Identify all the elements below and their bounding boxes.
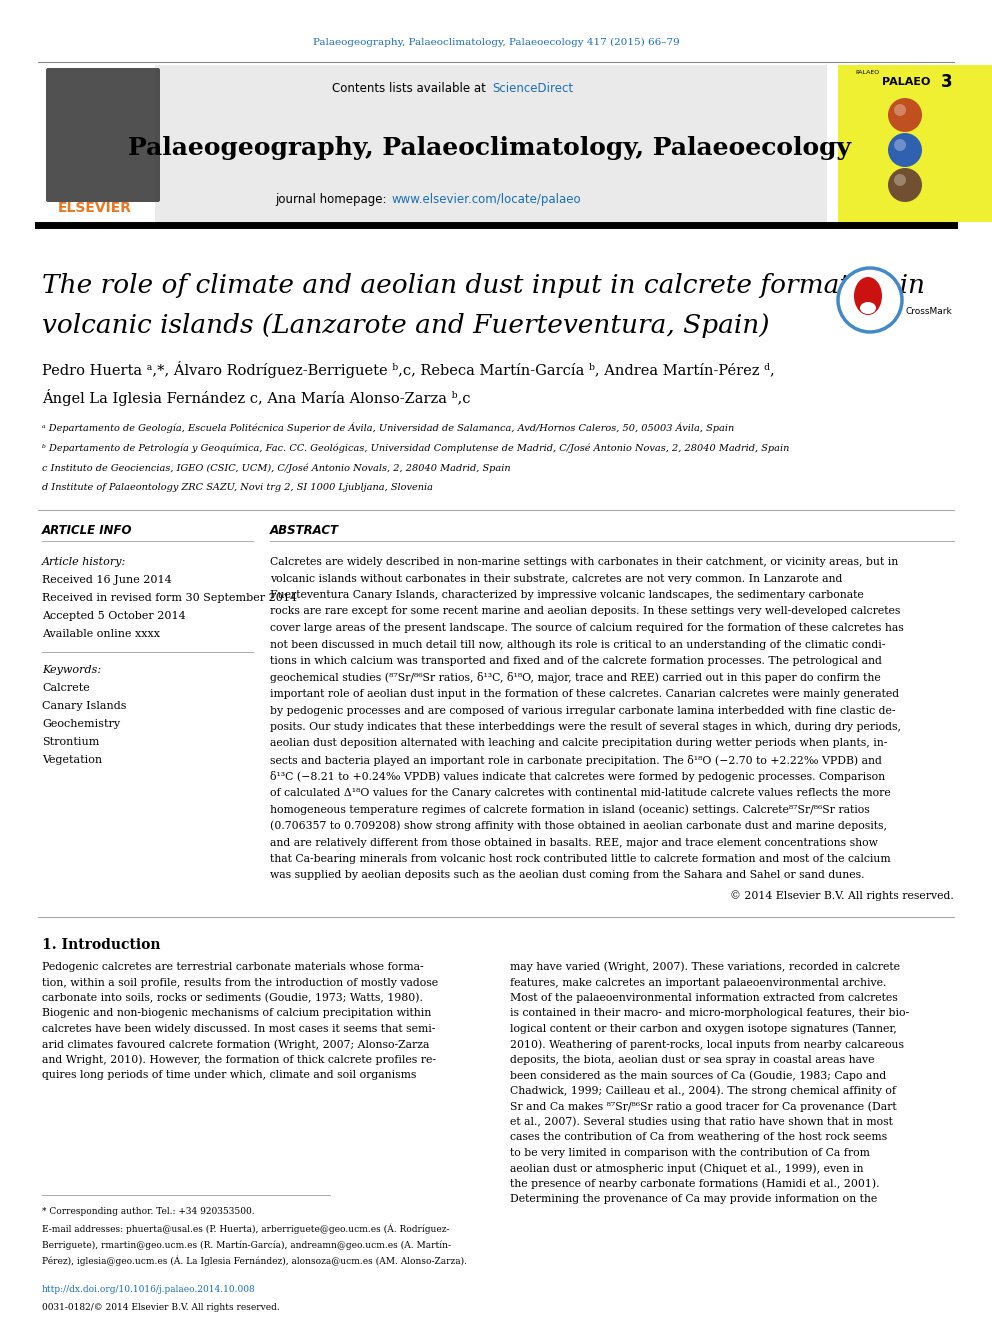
Text: Pérez), iglesia@geo.ucm.es (Á. La Iglesia Fernández), alonsoza@ucm.es (AM. Alons: Pérez), iglesia@geo.ucm.es (Á. La Iglesi…	[42, 1256, 467, 1266]
Ellipse shape	[854, 277, 882, 315]
Bar	[38, 65, 155, 222]
Text: PALAEO: PALAEO	[882, 77, 930, 87]
Text: Chadwick, 1999; Cailleau et al., 2004). The strong chemical affinity of: Chadwick, 1999; Cailleau et al., 2004). …	[510, 1086, 896, 1097]
Text: 0031-0182/© 2014 Elsevier B.V. All rights reserved.: 0031-0182/© 2014 Elsevier B.V. All right…	[42, 1303, 280, 1312]
Text: © 2014 Elsevier B.V. All rights reserved.: © 2014 Elsevier B.V. All rights reserved…	[730, 890, 954, 901]
Text: ScienceDirect: ScienceDirect	[492, 82, 573, 94]
Text: The role of climate and aeolian dust input in calcrete formation in: The role of climate and aeolian dust inp…	[42, 273, 925, 298]
Text: www.elsevier.com/locate/palaeo: www.elsevier.com/locate/palaeo	[392, 193, 581, 206]
Text: Ángel La Iglesia Fernández c, Ana María Alonso-Zarza ᵇ,c: Ángel La Iglesia Fernández c, Ana María …	[42, 389, 470, 406]
Text: carbonate into soils, rocks or sediments (Goudie, 1973; Watts, 1980).: carbonate into soils, rocks or sediments…	[42, 992, 423, 1003]
Circle shape	[888, 134, 922, 167]
Text: may have varied (Wright, 2007). These variations, recorded in calcrete: may have varied (Wright, 2007). These va…	[510, 962, 900, 972]
Text: Calcrete: Calcrete	[42, 683, 89, 693]
Text: important role of aeolian dust input in the formation of these calcretes. Canari: important role of aeolian dust input in …	[270, 689, 899, 699]
Text: features, make calcretes an important palaeoenvironmental archive.: features, make calcretes an important pa…	[510, 978, 887, 987]
Text: posits. Our study indicates that these interbeddings were the result of several : posits. Our study indicates that these i…	[270, 722, 901, 732]
Text: was supplied by aeolian deposits such as the aeolian dust coming from the Sahara: was supplied by aeolian deposits such as…	[270, 871, 864, 881]
Bar	[155, 65, 827, 222]
Text: aeolian dust deposition alternated with leaching and calcite precipitation durin: aeolian dust deposition alternated with …	[270, 738, 888, 749]
Text: is contained in their macro- and micro-morphological features, their bio-: is contained in their macro- and micro-m…	[510, 1008, 909, 1019]
Text: c Instituto de Geociencias, IGEO (CSIC, UCM), C/José Antonio Novals, 2, 28040 Ma: c Instituto de Geociencias, IGEO (CSIC, …	[42, 463, 511, 472]
Text: Canary Islands: Canary Islands	[42, 701, 127, 710]
Text: volcanic islands (Lanzarote and Fuerteventura, Spain): volcanic islands (Lanzarote and Fuerteve…	[42, 312, 770, 337]
Text: Article history:: Article history:	[42, 557, 126, 568]
Text: cover large areas of the present landscape. The source of calcium required for t: cover large areas of the present landsca…	[270, 623, 904, 632]
Text: Determining the provenance of Ca may provide information on the: Determining the provenance of Ca may pro…	[510, 1195, 877, 1204]
Text: 2010). Weathering of parent-rocks, local inputs from nearby calcareous: 2010). Weathering of parent-rocks, local…	[510, 1040, 904, 1049]
Text: Strontium: Strontium	[42, 737, 99, 747]
Text: Available online xxxx: Available online xxxx	[42, 628, 160, 639]
Text: and are relatively different from those obtained in basalts. REE, major and trac: and are relatively different from those …	[270, 837, 878, 848]
Circle shape	[894, 175, 906, 187]
Text: Pedro Huerta ᵃ,*, Álvaro Rodríguez-Berriguete ᵇ,c, Rebeca Martín-García ᵇ, Andre: Pedro Huerta ᵃ,*, Álvaro Rodríguez-Berri…	[42, 361, 775, 378]
Text: E-mail addresses: phuerta@usal.es (P. Huerta), arberriguete@geo.ucm.es (Á. Rodrí: E-mail addresses: phuerta@usal.es (P. Hu…	[42, 1224, 449, 1234]
Text: to be very limited in comparison with the contribution of Ca from: to be very limited in comparison with th…	[510, 1148, 870, 1158]
Text: quires long periods of time under which, climate and soil organisms: quires long periods of time under which,…	[42, 1070, 417, 1081]
Text: Most of the palaeoenvironmental information extracted from calcretes: Most of the palaeoenvironmental informat…	[510, 994, 898, 1003]
Text: Palaeogeography, Palaeoclimatology, Palaeoecology 417 (2015) 66–79: Palaeogeography, Palaeoclimatology, Pala…	[312, 37, 680, 46]
Text: by pedogenic processes and are composed of various irregular carbonate lamina in: by pedogenic processes and are composed …	[270, 705, 896, 716]
Text: journal homepage:: journal homepage:	[275, 193, 390, 206]
Text: Pedogenic calcretes are terrestrial carbonate materials whose forma-: Pedogenic calcretes are terrestrial carb…	[42, 962, 424, 972]
Text: ARTICLE INFO: ARTICLE INFO	[42, 524, 133, 537]
Text: CrossMark: CrossMark	[905, 307, 951, 316]
Text: 3: 3	[941, 73, 952, 91]
Text: Calcretes are widely described in non-marine settings with carbonates in their c: Calcretes are widely described in non-ma…	[270, 557, 898, 568]
Text: been considered as the main sources of Ca (Goudie, 1983; Capo and: been considered as the main sources of C…	[510, 1070, 886, 1081]
Bar	[838, 65, 992, 222]
Ellipse shape	[860, 302, 876, 314]
Text: cases the contribution of Ca from weathering of the host rock seems: cases the contribution of Ca from weathe…	[510, 1132, 887, 1143]
Text: the presence of nearby carbonate formations (Hamidi et al., 2001).: the presence of nearby carbonate formati…	[510, 1179, 880, 1189]
Text: Received 16 June 2014: Received 16 June 2014	[42, 576, 172, 585]
Circle shape	[894, 139, 906, 151]
Text: arid climates favoured calcrete formation (Wright, 2007; Alonso-Zarza: arid climates favoured calcrete formatio…	[42, 1040, 430, 1049]
Text: Vegetation: Vegetation	[42, 755, 102, 765]
Text: δ¹³C (−8.21 to +0.24‰ VPDB) values indicate that calcretes were formed by pedoge: δ¹³C (−8.21 to +0.24‰ VPDB) values indic…	[270, 771, 885, 782]
Text: Berriguete), rmartin@geo.ucm.es (R. Martín-García), andreamn@geo.ucm.es (A. Mart: Berriguete), rmartin@geo.ucm.es (R. Mart…	[42, 1240, 451, 1250]
Circle shape	[838, 269, 902, 332]
Text: Sr and Ca makes ⁸⁷Sr/⁸⁶Sr ratio a good tracer for Ca provenance (Dart: Sr and Ca makes ⁸⁷Sr/⁸⁶Sr ratio a good t…	[510, 1101, 897, 1111]
Text: calcretes have been widely discussed. In most cases it seems that semi-: calcretes have been widely discussed. In…	[42, 1024, 435, 1035]
Circle shape	[888, 168, 922, 202]
Text: that Ca-bearing minerals from volcanic host rock contributed little to calcrete : that Ca-bearing minerals from volcanic h…	[270, 855, 891, 864]
Text: (0.706357 to 0.709208) show strong affinity with those obtained in aeolian carbo: (0.706357 to 0.709208) show strong affin…	[270, 820, 887, 831]
Circle shape	[894, 105, 906, 116]
Text: rocks are rare except for some recent marine and aeolian deposits. In these sett: rocks are rare except for some recent ma…	[270, 606, 901, 617]
Text: not been discussed in much detail till now, although its role is critical to an : not been discussed in much detail till n…	[270, 639, 886, 650]
Text: aeolian dust or atmospheric input (Chiquet et al., 1999), even in: aeolian dust or atmospheric input (Chiqu…	[510, 1163, 863, 1174]
Text: ABSTRACT: ABSTRACT	[270, 524, 339, 537]
Text: tions in which calcium was transported and fixed and of the calcrete formation p: tions in which calcium was transported a…	[270, 656, 882, 665]
Text: Contents lists available at: Contents lists available at	[332, 82, 490, 94]
Text: tion, within a soil profile, results from the introduction of mostly vadose: tion, within a soil profile, results fro…	[42, 978, 438, 987]
Text: 1. Introduction: 1. Introduction	[42, 938, 161, 953]
Text: ELSEVIER: ELSEVIER	[58, 201, 132, 216]
Circle shape	[888, 98, 922, 132]
Text: * Corresponding author. Tel.: +34 920353500.: * Corresponding author. Tel.: +34 920353…	[42, 1207, 255, 1216]
Text: geochemical studies (⁸⁷Sr/⁸⁶Sr ratios, δ¹³C, δ¹⁸O, major, trace and REE) carried: geochemical studies (⁸⁷Sr/⁸⁶Sr ratios, δ…	[270, 672, 881, 683]
Text: volcanic islands without carbonates in their substrate, calcretes are not very c: volcanic islands without carbonates in t…	[270, 573, 842, 583]
Text: http://dx.doi.org/10.1016/j.palaeo.2014.10.008: http://dx.doi.org/10.1016/j.palaeo.2014.…	[42, 1286, 256, 1294]
Text: homogeneous temperature regimes of calcrete formation in island (oceanic) settin: homogeneous temperature regimes of calcr…	[270, 804, 870, 815]
Text: Accepted 5 October 2014: Accepted 5 October 2014	[42, 611, 186, 620]
Text: Keywords:: Keywords:	[42, 665, 101, 675]
Text: ᵃ Departamento de Geología, Escuela Politécnica Superior de Ávila, Universidad d: ᵃ Departamento de Geología, Escuela Poli…	[42, 423, 734, 433]
Text: et al., 2007). Several studies using that ratio have shown that in most: et al., 2007). Several studies using tha…	[510, 1117, 893, 1127]
Text: and Wright, 2010). However, the formation of thick calcrete profiles re-: and Wright, 2010). However, the formatio…	[42, 1054, 436, 1065]
Text: of calculated Δ¹⁸O values for the Canary calcretes with continental mid-latitude: of calculated Δ¹⁸O values for the Canary…	[270, 789, 891, 798]
Text: Palaeogeography, Palaeoclimatology, Palaeoecology: Palaeogeography, Palaeoclimatology, Pala…	[129, 136, 851, 160]
Text: Fuerteventura Canary Islands, characterized by impressive volcanic landscapes, t: Fuerteventura Canary Islands, characteri…	[270, 590, 864, 601]
Text: Geochemistry: Geochemistry	[42, 718, 120, 729]
Text: deposits, the biota, aeolian dust or sea spray in coastal areas have: deposits, the biota, aeolian dust or sea…	[510, 1054, 875, 1065]
Text: PALAEO: PALAEO	[855, 70, 879, 74]
Text: d Institute of Palaeontology ZRC SAZU, Novi trg 2, SI 1000 Ljubljana, Slovenia: d Institute of Palaeontology ZRC SAZU, N…	[42, 483, 433, 492]
FancyBboxPatch shape	[46, 67, 160, 202]
Text: logical content or their carbon and oxygen isotope signatures (Tanner,: logical content or their carbon and oxyg…	[510, 1024, 897, 1035]
Text: Received in revised form 30 September 2014: Received in revised form 30 September 20…	[42, 593, 298, 603]
Text: ᵇ Departamento de Petrología y Geoquímica, Fac. CC. Geológicas, Universidad Comp: ᵇ Departamento de Petrología y Geoquímic…	[42, 443, 790, 452]
Text: Biogenic and non-biogenic mechanisms of calcium precipitation within: Biogenic and non-biogenic mechanisms of …	[42, 1008, 432, 1019]
Text: sects and bacteria played an important role in carbonate precipitation. The δ¹⁸O: sects and bacteria played an important r…	[270, 754, 882, 766]
